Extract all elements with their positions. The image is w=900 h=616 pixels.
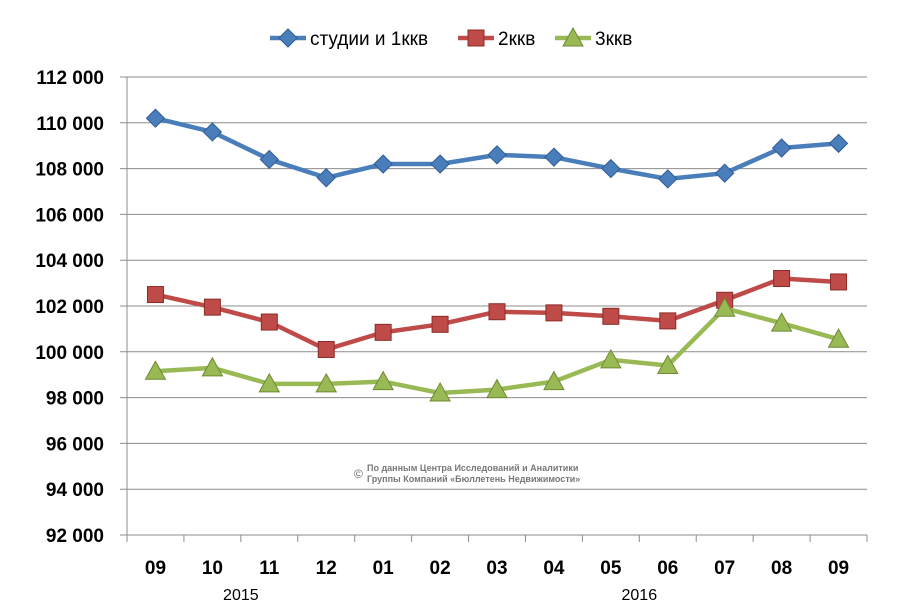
data-point	[771, 138, 792, 158]
x-tick-label: 09	[145, 558, 166, 579]
data-point	[487, 145, 507, 165]
data-point	[146, 286, 164, 304]
legend-marker	[278, 28, 298, 48]
data-point	[201, 356, 224, 377]
data-point	[430, 154, 450, 174]
data-point	[260, 313, 278, 331]
data-point	[770, 312, 793, 332]
data-point	[830, 273, 848, 291]
x-tick-label: 12	[316, 558, 337, 579]
legend-label: 3ккв	[595, 29, 632, 50]
x-axis: 09 10 11 12 01 02 03 04 05 06 07 08 09 2015 2016	[126, 535, 868, 604]
data-point	[373, 154, 393, 174]
y-tick-label: 106 000	[35, 205, 104, 226]
data-point	[258, 372, 281, 393]
data-point	[372, 370, 395, 391]
x-tick-label: 01	[373, 558, 395, 579]
y-tick-label: 104 000	[35, 251, 104, 272]
annotation-line-2: Группы Компаний «Бюллетень Недвижимости»	[367, 474, 580, 484]
x-tick-label: 02	[430, 558, 451, 579]
data-point	[773, 270, 791, 288]
y-tick-label: 96 000	[46, 434, 104, 455]
data-point	[486, 378, 508, 399]
data-point	[317, 341, 335, 359]
x-tick-label: 08	[771, 558, 792, 579]
data-point	[714, 163, 735, 183]
data-point	[203, 298, 221, 316]
data-point	[656, 354, 679, 375]
data-point	[316, 168, 336, 188]
data-point	[659, 312, 677, 330]
y-tick-label: 100 000	[35, 343, 104, 364]
data-point	[315, 372, 338, 393]
series-3	[144, 297, 850, 402]
legend-label: студии и 1ккв	[310, 29, 428, 50]
legend-marker	[562, 26, 584, 47]
annotation-line-1: По данным Центра Исследований и Аналитик…	[367, 463, 578, 473]
x-tick-label: 11	[259, 558, 280, 579]
data-point	[601, 158, 621, 179]
data-point	[543, 370, 565, 391]
data-point	[828, 133, 849, 154]
series-1	[145, 108, 849, 189]
data-point	[827, 328, 850, 348]
legend: студии и 1ккв 2ккв 3ккв	[270, 26, 632, 50]
y-tick-label: 94 000	[46, 480, 104, 501]
data-point	[431, 315, 449, 333]
copyright-symbol: ©	[354, 467, 363, 481]
y-tick-label: 110 000	[36, 114, 104, 135]
year-label: 2016	[622, 587, 658, 604]
y-tick-label: 112 000	[36, 68, 104, 89]
legend-marker	[467, 29, 485, 47]
data-point	[713, 297, 736, 317]
data-point	[145, 108, 166, 128]
data-point	[144, 360, 167, 380]
data-point	[545, 304, 563, 322]
data-point	[544, 147, 564, 167]
series-group	[144, 108, 850, 402]
series-2	[146, 270, 848, 359]
x-tick-label: 06	[657, 558, 678, 579]
y-tick-label: 92 000	[46, 526, 104, 547]
x-tick-label: 05	[600, 558, 622, 579]
data-point	[202, 122, 223, 142]
data-point	[599, 348, 622, 369]
year-label: 2015	[223, 587, 259, 604]
data-point	[602, 307, 620, 325]
source-annotation: © По данным Центра Исследований и Аналит…	[354, 463, 580, 484]
data-point	[259, 149, 280, 170]
y-axis: 92 000 94 000 96 000 98 000 100 000 102 000 10…	[35, 68, 128, 547]
x-tick-label: 10	[202, 558, 223, 579]
data-point	[488, 303, 506, 321]
legend-label: 2ккв	[498, 29, 535, 50]
y-tick-label: 98 000	[46, 389, 104, 410]
x-tick-label: 03	[486, 558, 507, 579]
data-point	[658, 169, 678, 189]
x-tick-label: 09	[828, 558, 849, 579]
x-tick-label: 07	[714, 558, 735, 579]
y-tick-label: 102 000	[35, 297, 104, 318]
data-point	[429, 381, 451, 402]
x-tick-label: 04	[543, 558, 565, 579]
data-point	[374, 323, 392, 341]
y-tick-label: 108 000	[35, 160, 104, 181]
